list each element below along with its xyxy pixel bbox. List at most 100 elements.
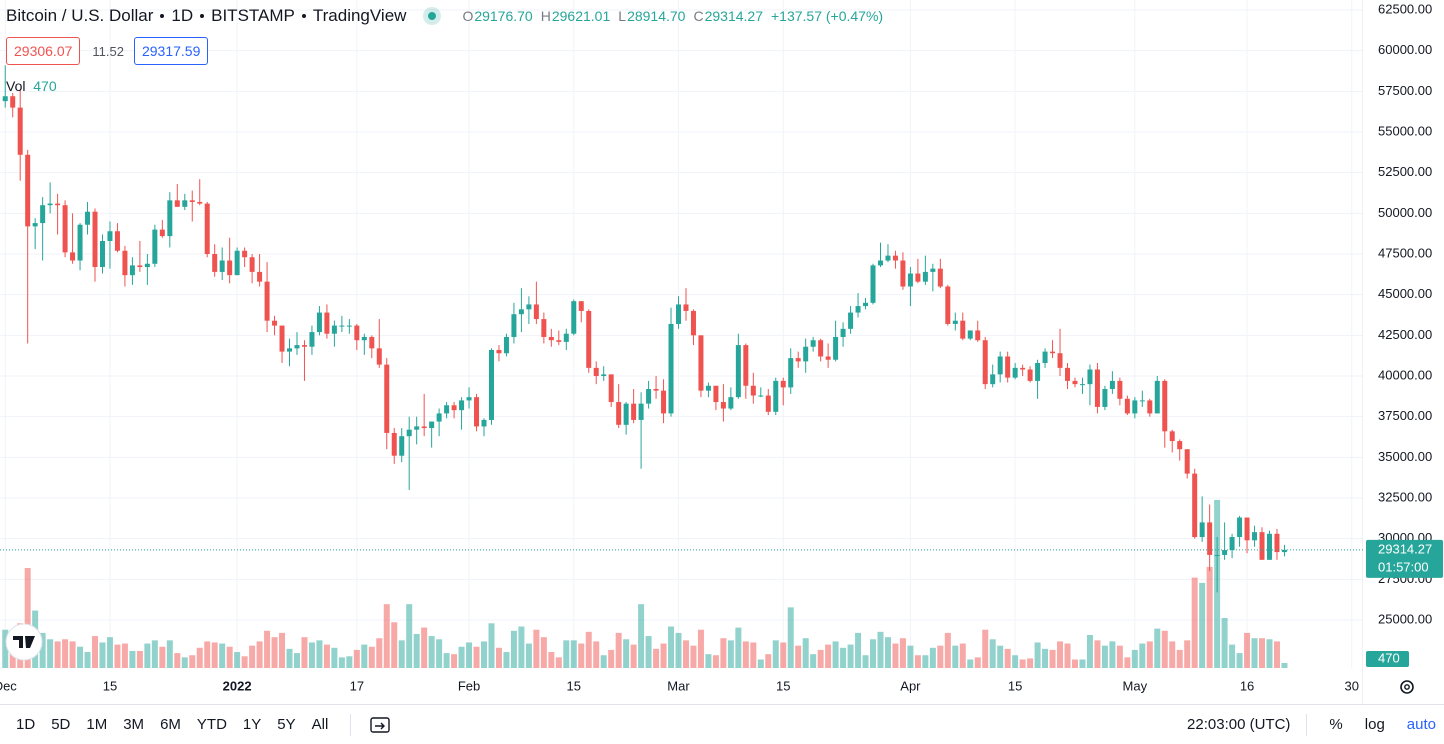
volume-bar: [855, 632, 862, 668]
volume-bar: [451, 654, 458, 668]
candle-body: [32, 223, 38, 227]
candle-body: [129, 265, 135, 276]
y-tick-label: 45000.00: [1378, 286, 1432, 301]
volume-bar: [593, 641, 600, 668]
volume-bar: [735, 627, 742, 668]
candle-body: [331, 325, 337, 334]
candle-body: [391, 432, 397, 456]
scale-option[interactable]: %: [1329, 716, 1343, 733]
candle-body: [967, 330, 973, 339]
x-tick-label: Dec: [0, 678, 17, 693]
volume-bar: [944, 632, 951, 668]
candle-body: [301, 345, 307, 347]
volume-bar: [623, 639, 630, 668]
candle-body: [1102, 389, 1108, 407]
candle-body: [885, 255, 891, 261]
volume-bar: [488, 623, 495, 668]
volume-bar: [989, 639, 996, 668]
candle-body: [1132, 400, 1138, 414]
range-button[interactable]: 1Y: [242, 716, 262, 733]
x-tick-label: 15: [1008, 678, 1022, 693]
candle-body: [518, 309, 524, 315]
candle-body: [945, 286, 951, 324]
range-button[interactable]: 1M: [86, 716, 108, 733]
candle-body: [907, 273, 913, 287]
candle-body: [346, 325, 352, 327]
x-tick-label: Apr: [900, 678, 921, 693]
candle-body: [1139, 400, 1145, 402]
symbol[interactable]: Bitcoin / U.S. Dollar: [6, 6, 154, 25]
volume-bar: [421, 627, 428, 668]
volume-bar: [780, 642, 787, 668]
candle-body: [309, 332, 315, 347]
y-tick-label: 60000.00: [1378, 42, 1432, 57]
date-range-icon[interactable]: [369, 716, 391, 734]
interval[interactable]: 1D: [171, 6, 194, 25]
volume-bar: [772, 640, 779, 668]
ohlc-value: 28914.70: [627, 8, 686, 24]
candle-body: [1072, 380, 1078, 385]
candle-body: [877, 260, 883, 266]
candle-body: [152, 229, 158, 264]
range-button[interactable]: YTD: [196, 716, 227, 733]
candle-body: [810, 340, 816, 347]
candle-body: [690, 310, 696, 336]
x-tick-label: 2022: [223, 678, 252, 693]
ohlc-value: 29176.70: [474, 8, 533, 24]
volume-bar: [1154, 628, 1161, 668]
chart: 25000.0027500.0030000.0032500.0035000.00…: [0, 0, 1444, 704]
volume-legend: Vol 470: [6, 78, 57, 94]
volume-bar: [825, 644, 832, 668]
volume-bar: [668, 626, 675, 668]
range-button[interactable]: 5Y: [277, 716, 296, 733]
divider: [1306, 713, 1308, 736]
candle-body: [1177, 441, 1183, 450]
sell-button[interactable]: 29306.07: [6, 37, 81, 65]
volume-bar: [682, 640, 689, 668]
volume-bar: [697, 629, 704, 668]
volume-bar: [99, 642, 106, 668]
trade-badges: 29306.07 11.52 29317.59: [6, 37, 209, 65]
range-button[interactable]: 5D: [51, 716, 71, 733]
volume-bar: [548, 652, 555, 668]
volume-bar: [870, 639, 877, 668]
volume-bar: [997, 645, 1004, 668]
volume-bar: [1131, 649, 1138, 668]
divider: [350, 713, 352, 736]
buy-button[interactable]: 29317.59: [133, 37, 209, 65]
volume-bar: [361, 644, 368, 668]
volume-bar: [802, 638, 809, 668]
candle-body: [421, 426, 427, 429]
candle-body: [1169, 431, 1175, 442]
candle-body: [212, 254, 218, 272]
range-button[interactable]: 3M: [123, 716, 145, 733]
ohlc-legend: O29176.70 H29621.01 L28914.70 C29314.27 +137…: [462, 8, 883, 24]
candle-body: [444, 405, 450, 414]
gear-hub: [1404, 684, 1410, 690]
range-button[interactable]: 6M: [160, 716, 181, 733]
candle-body: [25, 154, 31, 227]
candle-body: [369, 336, 375, 349]
volume-bar: [241, 656, 248, 668]
candle-body: [668, 323, 674, 414]
scale-option[interactable]: log: [1364, 716, 1385, 733]
volume-bar: [1124, 657, 1131, 668]
range-button[interactable]: All: [311, 716, 329, 733]
candle-body: [728, 397, 734, 409]
candle-body: [354, 325, 360, 341]
candle-body: [272, 320, 278, 326]
candle-body: [189, 200, 195, 202]
volume-bar: [952, 645, 959, 668]
candle-body: [526, 304, 532, 310]
volume-bar: [1161, 630, 1168, 668]
logo[interactable]: [5, 623, 43, 661]
settings-icon[interactable]: [1400, 680, 1414, 694]
candle-body: [765, 395, 771, 412]
candle-body: [1035, 362, 1041, 381]
range-button[interactable]: 1D: [16, 716, 36, 733]
candle-body: [85, 211, 91, 225]
volume-bar: [832, 641, 839, 668]
scale-option[interactable]: auto: [1406, 716, 1436, 733]
clock[interactable]: 22:03:00 (UTC): [1187, 716, 1291, 733]
candle-body: [488, 349, 494, 420]
